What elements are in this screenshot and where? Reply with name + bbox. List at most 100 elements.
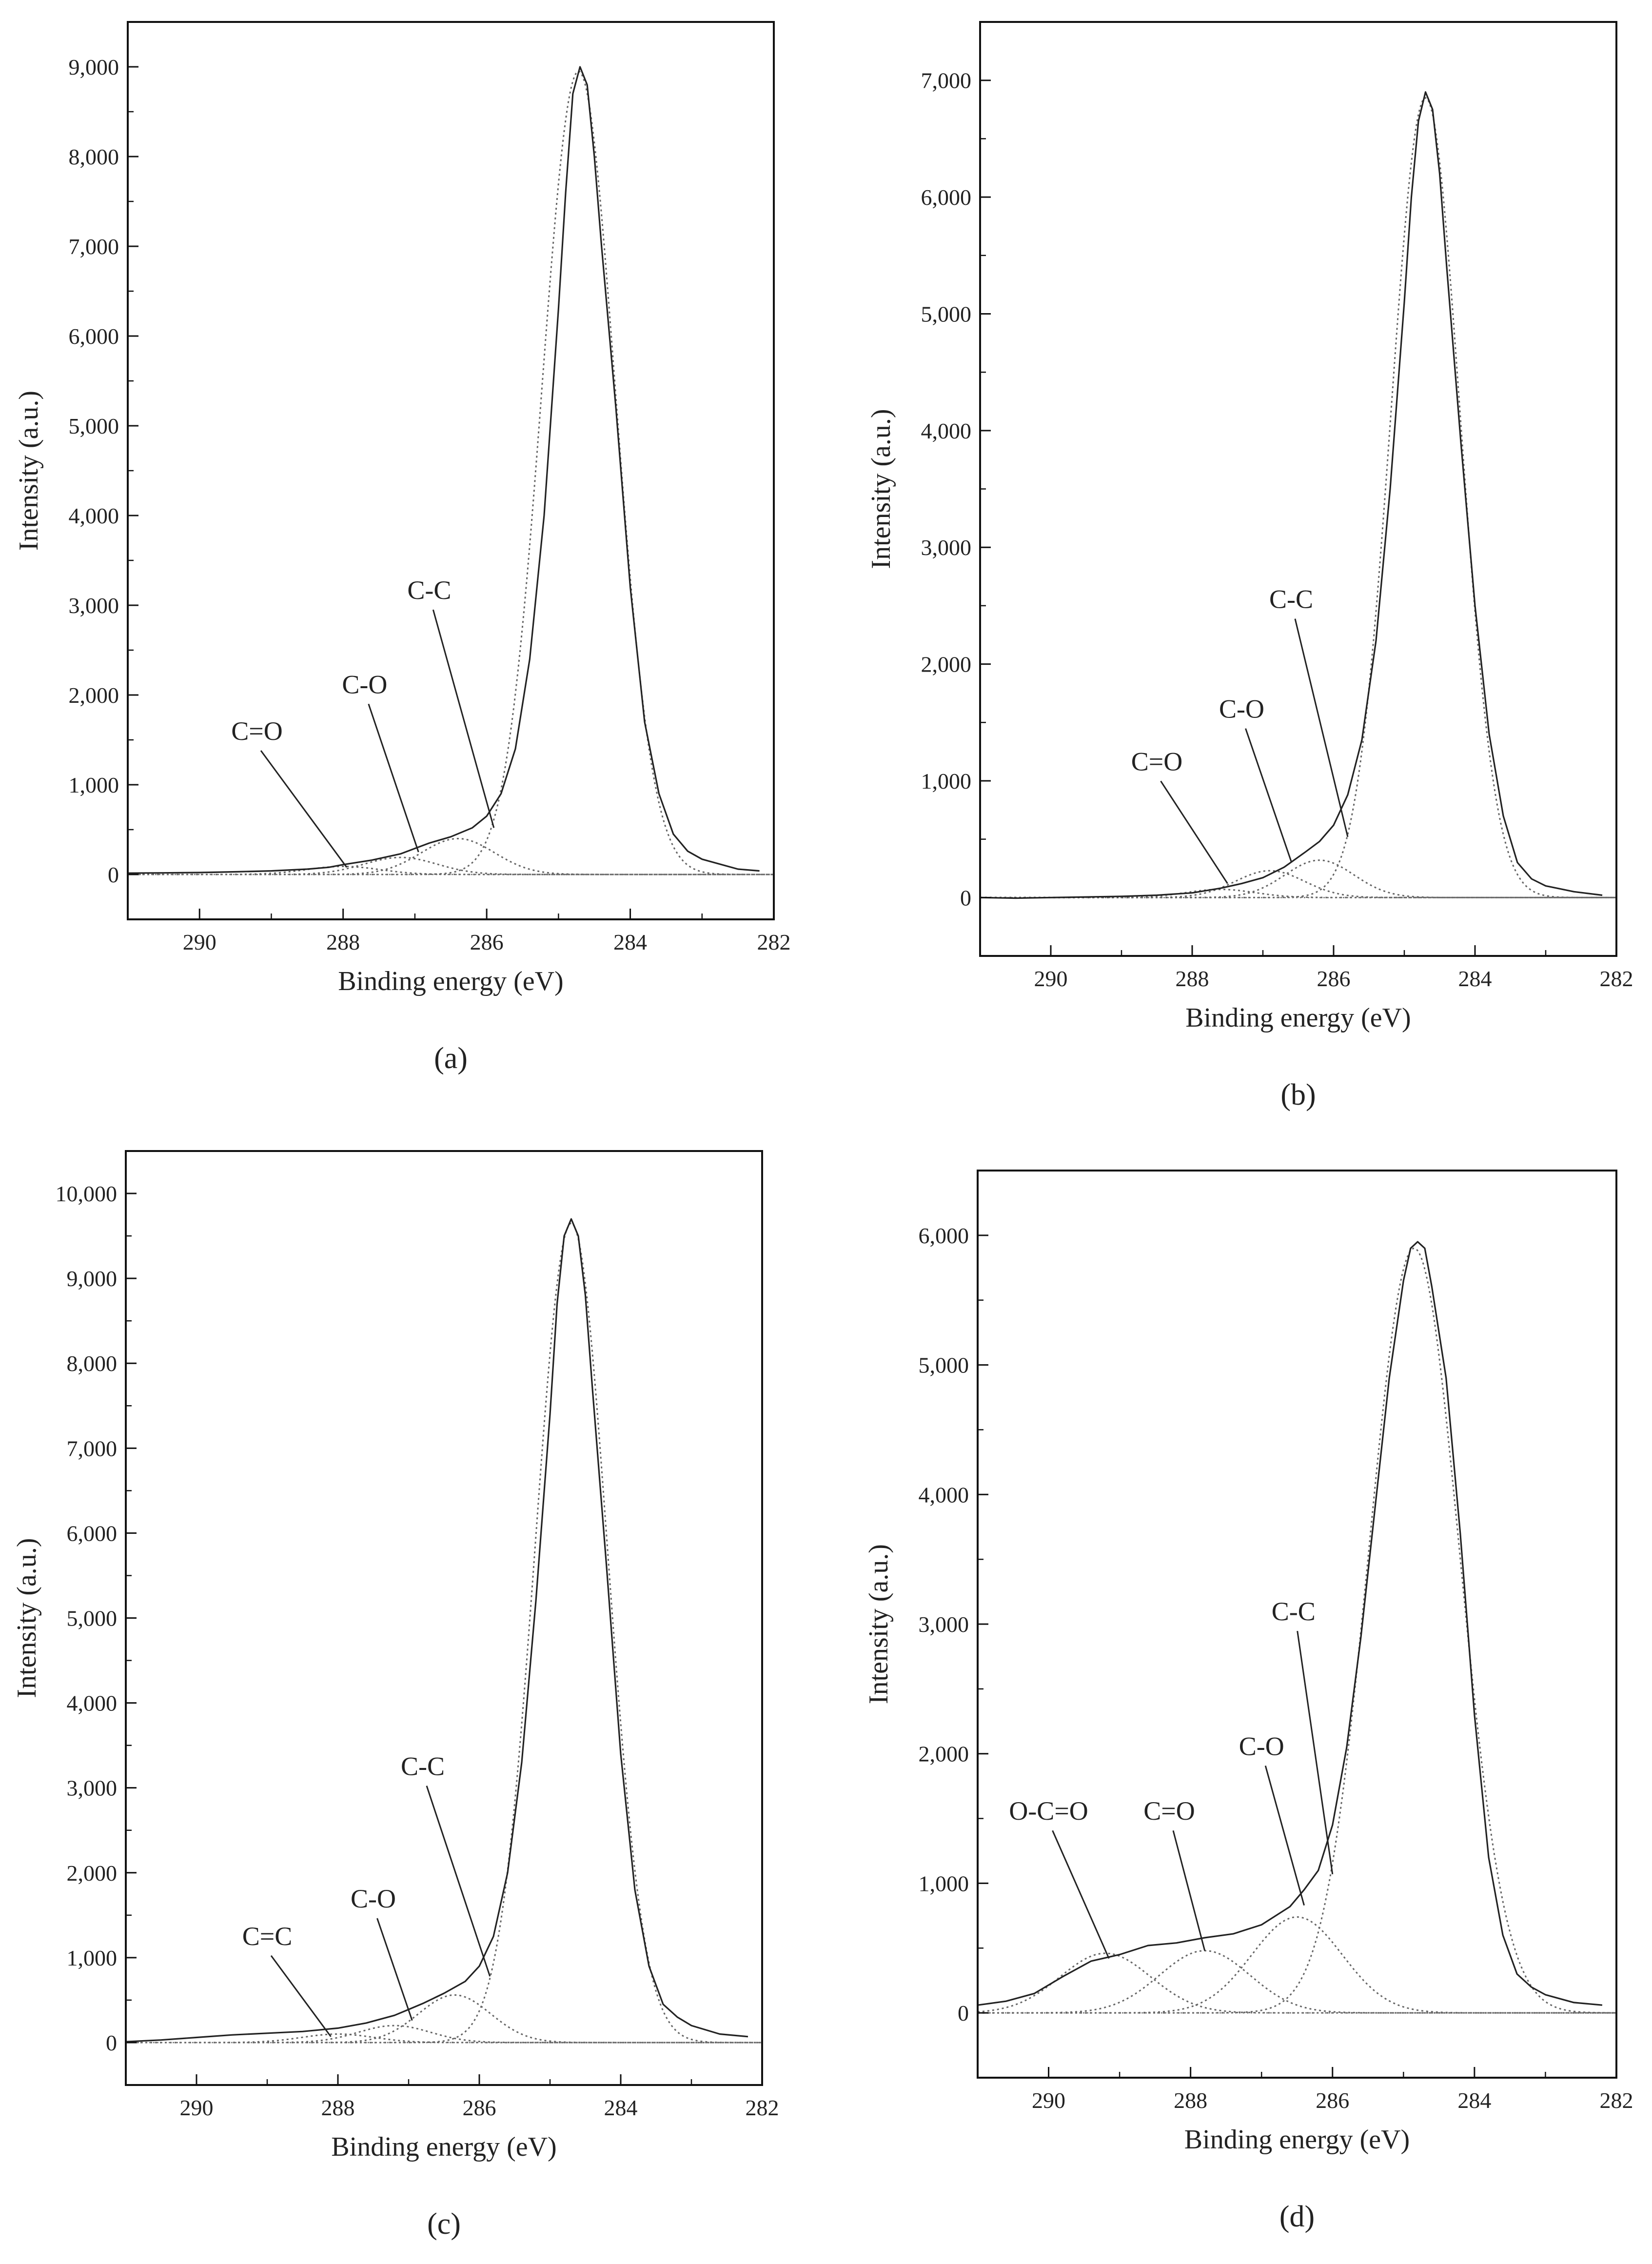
fit-component-3 [978, 1950, 1616, 2014]
y-tick-label: 5,000 [67, 1606, 118, 1631]
x-tick-label: 290 [1034, 966, 1068, 991]
y-tick-label: 6,000 [919, 1223, 969, 1248]
y-axis-title: Intensity (a.u.) [864, 1544, 894, 1704]
x-tick-label: 284 [1457, 2088, 1491, 2113]
peak-annotation-label: C-C [1272, 1597, 1316, 1626]
y-tick-label: 5,000 [69, 414, 119, 438]
peak-annotation-leader [376, 1918, 413, 2021]
panel-label: (c) [427, 2207, 461, 2241]
peak-annotation-leader [260, 750, 348, 868]
x-tick-label: 284 [1458, 966, 1492, 991]
y-tick-label: 2,000 [919, 1742, 969, 1767]
peak-annotation-leader [1172, 1830, 1206, 1951]
y-tick-label: 5,000 [921, 301, 972, 326]
x-tick-label: 284 [604, 2095, 638, 2120]
panel-label: (d) [1279, 2200, 1315, 2233]
y-tick-label: 3,000 [69, 593, 119, 618]
chart-panel-1: 0 1,000 2,000 3,000 4,000 5,000 6,000 7,000 8,00… [14, 21, 791, 1075]
fit-component-2 [980, 859, 1616, 898]
y-tick-label: 0 [108, 862, 119, 887]
x-axis-title: Binding energy (eV) [331, 2132, 556, 2162]
x-tick-label: 288 [1176, 966, 1209, 991]
peak-annotation-label: C=O [1143, 1796, 1195, 1826]
y-tick-label: 3,000 [67, 1776, 118, 1801]
peak-annotation-leader [1264, 1765, 1305, 1906]
y-tick-label: 2,000 [921, 652, 972, 677]
x-tick-label: 286 [1316, 2088, 1349, 2113]
peak-annotation-leader [1294, 618, 1349, 837]
fit-component-1 [126, 1222, 762, 2044]
x-tick-label: 288 [1174, 2088, 1207, 2113]
peak-annotation-label: C-C [407, 576, 451, 605]
y-tick-label: 0 [958, 2001, 969, 2026]
y-tick-label: 7,000 [69, 234, 119, 259]
x-tick-label: 282 [1600, 966, 1633, 991]
y-axis-title: Intensity (a.u.) [14, 391, 44, 551]
peak-annotation-label: C-O [1219, 695, 1264, 724]
x-tick-label: 290 [1032, 2088, 1065, 2113]
x-axis-title: Binding energy (eV) [1184, 2125, 1410, 2155]
x-tick-label: 286 [470, 930, 504, 954]
y-tick-label: 9,000 [69, 55, 119, 79]
x-axis-title: Binding energy (eV) [338, 966, 563, 996]
y-tick-label: 6,000 [69, 324, 119, 349]
y-tick-label: 1,000 [67, 1946, 118, 1970]
x-tick-label: 290 [180, 2095, 214, 2120]
y-tick-label: 1,000 [921, 769, 972, 794]
envelope-line [128, 66, 760, 874]
panel-label: (a) [434, 1042, 468, 1075]
x-tick-label: 288 [321, 2095, 355, 2120]
peak-annotation-label: C-O [1239, 1731, 1284, 1761]
y-tick-label: 0 [960, 885, 971, 910]
peak-annotation-label: C-O [342, 670, 387, 699]
y-tick-label: 3,000 [921, 535, 972, 560]
envelope-line [978, 1241, 1603, 2006]
y-tick-label: 9,000 [67, 1266, 118, 1291]
fit-component-1 [980, 97, 1616, 898]
x-tick-label: 290 [183, 930, 216, 954]
fit-component-4 [128, 865, 774, 875]
peak-annotation-leader [1052, 1830, 1110, 1959]
y-tick-label: 4,000 [69, 503, 119, 528]
y-tick-label: 4,000 [919, 1482, 969, 1507]
y-axis-title: Intensity (a.u.) [866, 409, 896, 569]
y-tick-label: 2,000 [67, 1861, 118, 1886]
x-tick-label: 282 [757, 930, 791, 954]
peak-annotation-label: C=O [231, 716, 282, 746]
peak-annotation-label: C-O [351, 1884, 396, 1913]
y-tick-label: 1,000 [919, 1871, 969, 1896]
x-tick-label: 286 [463, 2095, 496, 2120]
y-tick-label: 3,000 [919, 1612, 969, 1637]
x-tick-label: 288 [326, 930, 360, 954]
envelope-line [126, 1218, 748, 2043]
peak-annotation-leader [270, 1955, 332, 2037]
y-tick-label: 6,000 [921, 185, 972, 210]
y-tick-label: 5,000 [919, 1353, 969, 1378]
envelope-line [980, 91, 1603, 899]
chart-panel-3: 0 1,000 2,000 3,000 4,000 5,000 6,000 7,000 8,00… [12, 1150, 779, 2241]
x-tick-label: 286 [1317, 966, 1351, 991]
y-tick-label: 10,000 [56, 1181, 118, 1206]
y-tick-label: 7,000 [67, 1436, 118, 1461]
chart-panel-2: 0 1,000 2,000 3,000 4,000 5,000 6,000 7,000 290 2… [866, 21, 1633, 1112]
peak-annotation-leader [1297, 1630, 1334, 1875]
x-tick-label: 284 [613, 930, 647, 954]
y-tick-label: 4,000 [67, 1691, 118, 1716]
peak-annotation-label: C-C [1269, 585, 1313, 614]
peak-annotation-label: C=C [242, 1922, 293, 1951]
fit-component-1 [978, 1248, 1616, 2014]
y-tick-label: 1,000 [69, 773, 119, 797]
peak-annotation-leader [432, 609, 495, 828]
peak-annotation-label: C=O [1131, 747, 1182, 776]
x-axis-title: Binding energy (eV) [1185, 1003, 1411, 1033]
y-tick-label: 4,000 [921, 418, 972, 443]
y-axis-title: Intensity (a.u.) [12, 1538, 42, 1698]
peak-annotation-label: C-C [401, 1752, 445, 1781]
y-tick-label: 8,000 [67, 1351, 118, 1376]
peak-annotation-leader [1245, 728, 1292, 862]
y-tick-label: 0 [106, 2030, 117, 2055]
panel-label: (b) [1280, 1078, 1316, 1112]
chart-panel-4: 0 1,000 2,000 3,000 4,000 5,000 6,000 290 288 286… [864, 1170, 1633, 2233]
y-tick-label: 8,000 [69, 144, 119, 169]
